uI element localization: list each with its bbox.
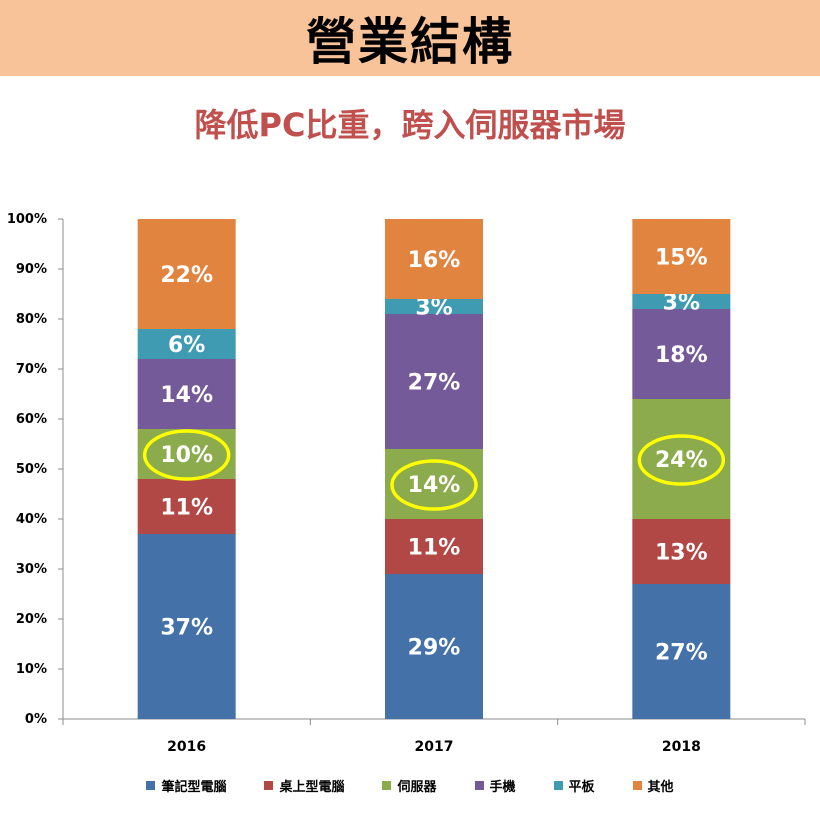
bar-data-label: 3%	[663, 291, 700, 316]
legend-swatch	[382, 781, 392, 790]
bar-data-label: 24%	[655, 448, 708, 473]
y-tick-label: 10%	[16, 662, 47, 677]
page-title: 營業結構	[306, 13, 514, 71]
y-tick-label: 30%	[16, 562, 47, 577]
bar-data-label: 22%	[160, 263, 213, 288]
legend-label: 手機	[489, 780, 516, 795]
legend-label: 平板	[568, 780, 595, 795]
legend-label: 筆記型電腦	[161, 780, 227, 795]
bar-data-label: 15%	[655, 246, 708, 271]
y-tick-label: 20%	[16, 612, 47, 627]
x-tick-label: 2017	[415, 739, 454, 755]
bar-data-label: 29%	[408, 636, 461, 661]
y-tick-label: 40%	[16, 512, 47, 527]
bar-data-label: 13%	[655, 541, 708, 566]
y-tick-label: 50%	[16, 462, 47, 477]
legend-swatch	[146, 781, 156, 790]
bar-segment-2016-1	[137, 479, 236, 534]
bar-data-label: 11%	[408, 536, 461, 561]
bar-segment-2017-5	[385, 219, 483, 299]
bar-segment-2018-1	[632, 519, 731, 584]
legend-item: 伺服器	[382, 776, 437, 795]
bar-segment-2017-4	[385, 299, 483, 314]
legend-item: 手機	[474, 776, 516, 795]
legend-label: 伺服器	[397, 780, 437, 795]
bar-segment-2017-3	[385, 314, 483, 449]
title-banner: 營業結構	[0, 0, 820, 76]
highlight-circle	[390, 459, 478, 511]
y-tick-label: 0%	[25, 712, 47, 727]
bar-segment-2018-3	[632, 309, 731, 399]
bar-data-label: 27%	[408, 371, 461, 396]
bar-segment-2016-4	[137, 329, 236, 359]
x-tick-label: 2018	[662, 739, 701, 755]
bar-segment-2017-1	[385, 519, 483, 574]
legend-item: 筆記型電腦	[146, 776, 226, 795]
bar-data-label: 18%	[655, 343, 708, 368]
chart-legend: 筆記型電腦 桌上型電腦 伺服器 手機 平板 其他	[0, 776, 820, 795]
y-tick-label: 80%	[16, 312, 47, 327]
legend-swatch	[553, 781, 563, 790]
bar-segment-2016-0	[137, 534, 236, 719]
bar-segment-2018-4	[632, 294, 731, 309]
legend-swatch	[264, 781, 274, 790]
bar-data-label: 10%	[160, 443, 213, 468]
bar-segment-2016-5	[137, 219, 236, 329]
highlight-circle	[142, 429, 231, 481]
bar-segment-2017-0	[385, 574, 483, 719]
bar-data-label: 3%	[415, 296, 452, 321]
legend-label: 其他	[647, 780, 674, 795]
stacked-bar-chart: 0% 10% 20% 30% 40% 50% 60% 70% 80% 90% 100% 37% 11% 1…	[7, 212, 806, 755]
bar-segment-2016-3	[137, 359, 236, 429]
legend-item: 平板	[553, 776, 595, 795]
bar-data-label: 14%	[408, 473, 461, 498]
legend-item: 其他	[632, 776, 674, 795]
bar-segment-2018-2	[632, 399, 731, 519]
legend-label: 桌上型電腦	[279, 780, 345, 795]
bar-segment-2018-0	[632, 584, 731, 719]
bar-segment-2018-5	[632, 219, 731, 294]
bar-data-label: 11%	[160, 496, 213, 521]
y-tick-label: 100%	[7, 212, 47, 227]
bar-data-label: 37%	[160, 616, 213, 641]
legend-swatch	[632, 781, 642, 790]
legend-item: 桌上型電腦	[264, 776, 344, 795]
highlight-circle	[637, 434, 726, 486]
y-tick-label: 70%	[16, 362, 47, 377]
bar-data-label: 27%	[655, 641, 708, 666]
y-tick-label: 60%	[16, 412, 47, 427]
bar-data-label: 6%	[168, 333, 205, 358]
bar-data-label: 14%	[160, 383, 213, 408]
legend-swatch	[474, 781, 484, 790]
x-tick-label: 2016	[167, 739, 206, 755]
bar-data-label: 16%	[408, 248, 461, 273]
chart-subtitle: 降低PC比重，跨入伺服器市場	[194, 106, 626, 144]
y-tick-label: 90%	[16, 262, 47, 277]
